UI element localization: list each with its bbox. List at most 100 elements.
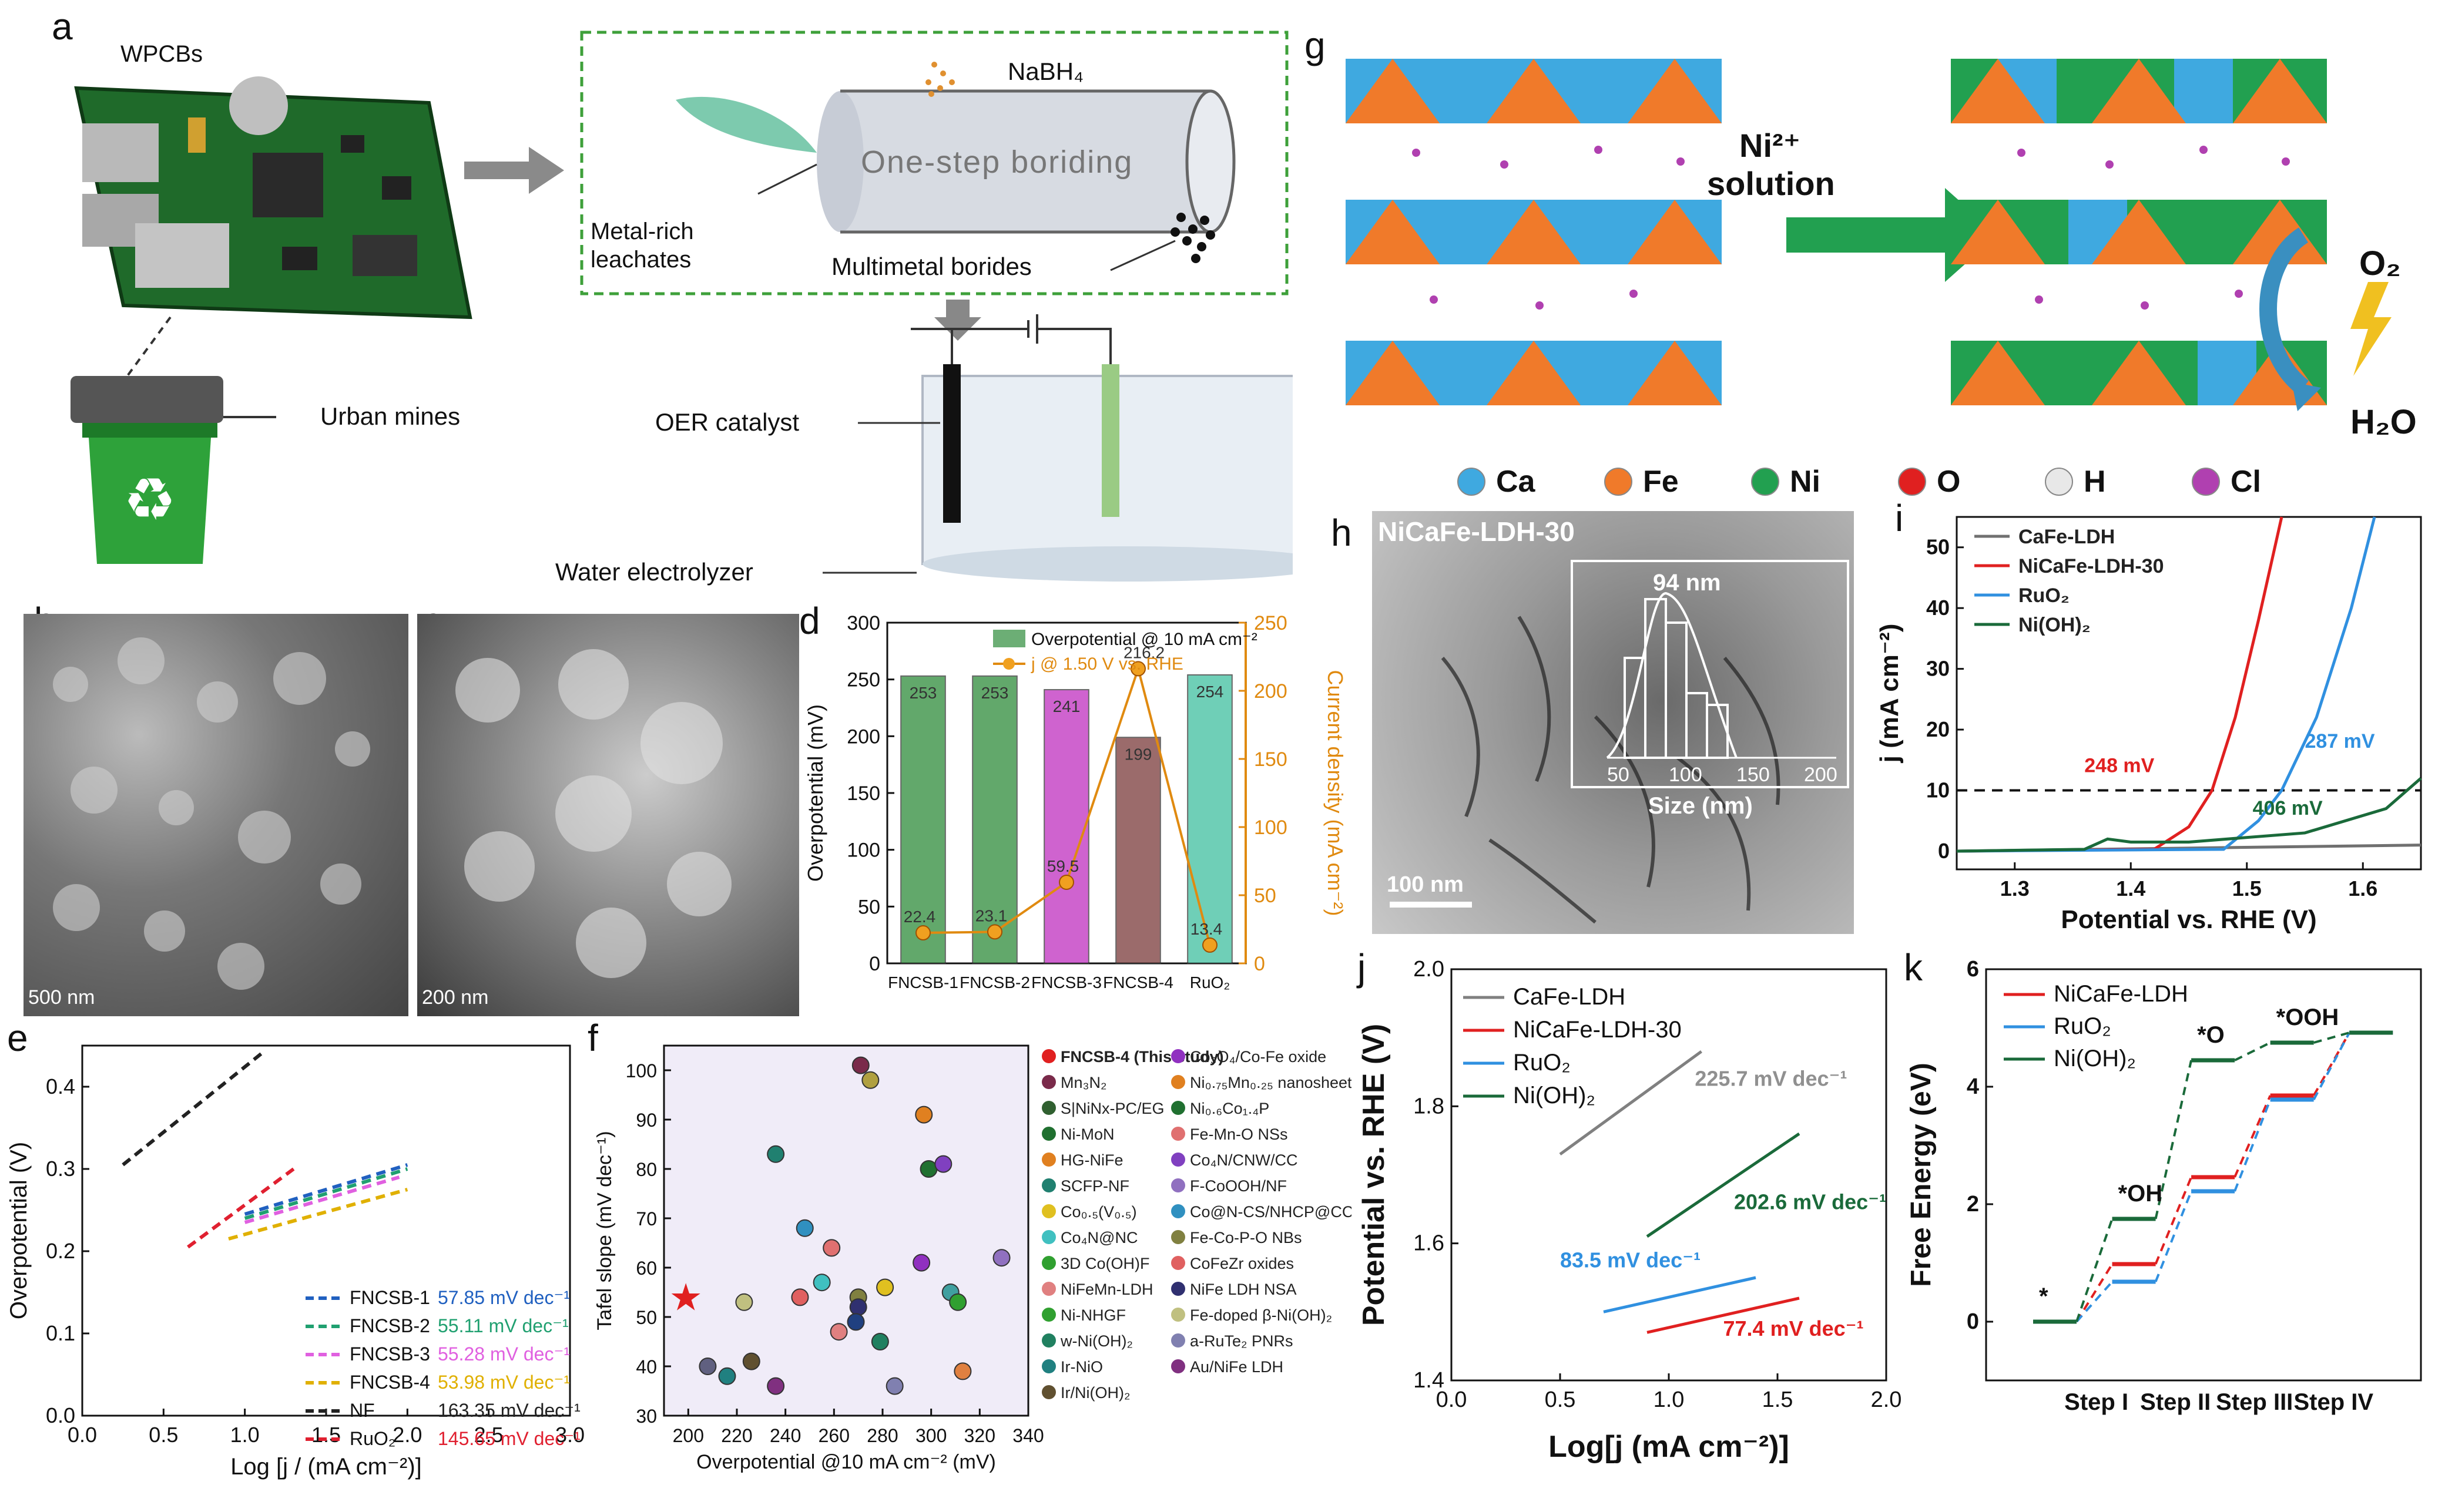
- scatter-point: [813, 1274, 831, 1292]
- x-tick-label: 0.5: [149, 1423, 178, 1447]
- scatter-point: [851, 1056, 870, 1074]
- sem-image-c: 200 nm: [417, 614, 799, 1016]
- x-axis-label: Potential vs. RHE (V): [2061, 905, 2316, 934]
- y-tick-label: 90: [636, 1110, 657, 1131]
- x-tick-label: 2.0: [393, 1423, 422, 1447]
- legend-label: Au/NiFe LDH: [1190, 1358, 1283, 1376]
- y-tick-label: 2: [1967, 1192, 1979, 1217]
- legend-bar-label: Overpotential @ 10 mA cm⁻²: [1031, 630, 1257, 649]
- sem-image-b: 500 nm: [24, 614, 408, 1016]
- y-tick-label: 30: [1926, 657, 1950, 681]
- bar-value-label: 253: [910, 684, 937, 702]
- panel-label-h: h: [1331, 512, 1352, 554]
- legend-marker: [1171, 1308, 1185, 1322]
- scatter-point: [920, 1160, 938, 1178]
- x-category-label: RuO₂: [1190, 973, 1230, 992]
- energy-connector: [2075, 1218, 2114, 1322]
- y-axis-label: Overpotential (V): [6, 1142, 32, 1319]
- x-tick-label: 1.5: [1762, 1387, 1793, 1412]
- line-value-label: 59.5: [1047, 857, 1079, 875]
- bar-2: [1044, 689, 1089, 964]
- energy-connector: [2154, 1177, 2192, 1265]
- series-line-4: [122, 1052, 263, 1167]
- legend-marker: [1042, 1385, 1056, 1399]
- scatter-point: [699, 1358, 717, 1375]
- electrolyzer-label: Water electrolyzer: [555, 558, 753, 586]
- boriding-box: [580, 31, 1289, 295]
- legend-slope: 57.85 mV dec⁻¹: [438, 1287, 570, 1308]
- y2-tick-label: 200: [1254, 680, 1287, 703]
- legend-marker: [1171, 1127, 1185, 1141]
- y-tick-label: 150: [847, 782, 880, 805]
- legend-label: SCFP-NF: [1061, 1177, 1129, 1195]
- atom-dot-icon: [1457, 468, 1485, 496]
- ni-solution-label-2: solution: [1707, 165, 1835, 202]
- scatter-point: [934, 1155, 953, 1173]
- ni-solution-label-1: Ni²⁺: [1739, 127, 1801, 164]
- legend-label: Fe-Co-P-O NBs: [1190, 1229, 1302, 1246]
- legend-slope: 163.35 mV dec⁻¹: [438, 1400, 581, 1421]
- leachate-icon: [676, 96, 817, 153]
- chart-f: 200 220 240 260 280 300 320 340 30 40 50 60 70 80 90 10…: [593, 1044, 1351, 1473]
- y2-tick-label: 250: [1254, 612, 1287, 634]
- ldh-structure-diagram: [1346, 59, 2392, 411]
- line-value-label: 23.1: [975, 906, 1008, 925]
- legend-label: Ni(OH)₂: [1513, 1083, 1595, 1108]
- legend-label: Co@N-CS/NHCP@CC: [1190, 1203, 1351, 1221]
- x-tick-label: 280: [867, 1425, 898, 1446]
- legend-label: NiCaFe-LDH-30: [2018, 555, 2164, 577]
- scatter-point: [849, 1298, 867, 1316]
- x-category-label: FNCSB-3: [1031, 973, 1102, 992]
- atom-legend-item: Ca: [1457, 464, 1535, 499]
- y-tick-label: 1.6: [1413, 1231, 1444, 1256]
- panel-label-f: f: [588, 1017, 598, 1059]
- species-label: *OOH: [2276, 1004, 2339, 1030]
- process-arrow: [464, 147, 564, 194]
- x-tick-label: 1.0: [230, 1423, 260, 1447]
- y-tick-label: 0.4: [46, 1074, 75, 1098]
- legend-label: FNCSB-4 (This study): [1061, 1048, 1224, 1066]
- scatter-point: [767, 1145, 785, 1163]
- legend-marker: [1042, 1178, 1056, 1192]
- legend-label: S|NiNx-PC/EG: [1061, 1100, 1165, 1117]
- atom-dot-icon: [1898, 468, 1926, 496]
- pcb-board-image: [74, 76, 472, 320]
- legend-marker: [1171, 1333, 1185, 1348]
- legend-slope: 145.65 mV dec⁻¹: [438, 1428, 581, 1449]
- x-tick-label: 340: [1012, 1425, 1044, 1446]
- h2o-label: H₂O: [2350, 403, 2417, 441]
- y-tick-label: 1.4: [1413, 1368, 1444, 1393]
- energy-connector: [2154, 1191, 2192, 1282]
- legend-marker: [1042, 1256, 1056, 1270]
- legend-label: Fe-Mn-O NSs: [1190, 1125, 1288, 1143]
- species-label: *O: [2197, 1022, 2225, 1048]
- line-value-label: 216.2: [1123, 643, 1165, 661]
- x-tick-label: 260: [819, 1425, 850, 1446]
- step-label: Step III: [2216, 1389, 2293, 1415]
- nabh4-powder-icon: [925, 62, 955, 97]
- legend-marker: [1042, 1359, 1056, 1373]
- urban-mines-label: Urban mines: [320, 402, 461, 430]
- star-marker: ★: [669, 1276, 703, 1319]
- legend-marker: [1171, 1282, 1185, 1296]
- sem-texture-c: [455, 649, 732, 978]
- tafel-line-3: [1646, 1132, 1800, 1238]
- scatter-point: [742, 1352, 760, 1370]
- legend-slope: 53.98 mV dec⁻¹: [438, 1372, 570, 1393]
- nabh4-label: NaBH₄: [1008, 58, 1084, 85]
- legend-label: 3D Co(OH)F: [1061, 1255, 1150, 1272]
- chart-k: 0 2 4 6 NiCaFe-LDH RuO₂ Ni(OH)₂ * *OH *O *OOH Step …: [1906, 957, 2422, 1415]
- x-tick-label: 200: [673, 1425, 704, 1446]
- x-tick-label: 0.0: [1436, 1387, 1467, 1412]
- panel-label-j: j: [1357, 946, 1366, 989]
- legend-marker: [1171, 1178, 1185, 1192]
- atom-legend-label: Ni: [1790, 465, 1820, 499]
- legend-name: FNCSB-3: [350, 1343, 430, 1365]
- bar-0: [900, 675, 946, 964]
- legend-label: Co₀.₅(V₀.₅): [1061, 1203, 1137, 1221]
- plot-frame: [663, 1044, 1029, 1417]
- x-category-label: FNCSB-2: [960, 973, 1030, 992]
- atom-legend-item: Fe: [1604, 464, 1679, 499]
- legend-marker: [1042, 1127, 1056, 1141]
- atom-legend-label: Fe: [1643, 465, 1679, 499]
